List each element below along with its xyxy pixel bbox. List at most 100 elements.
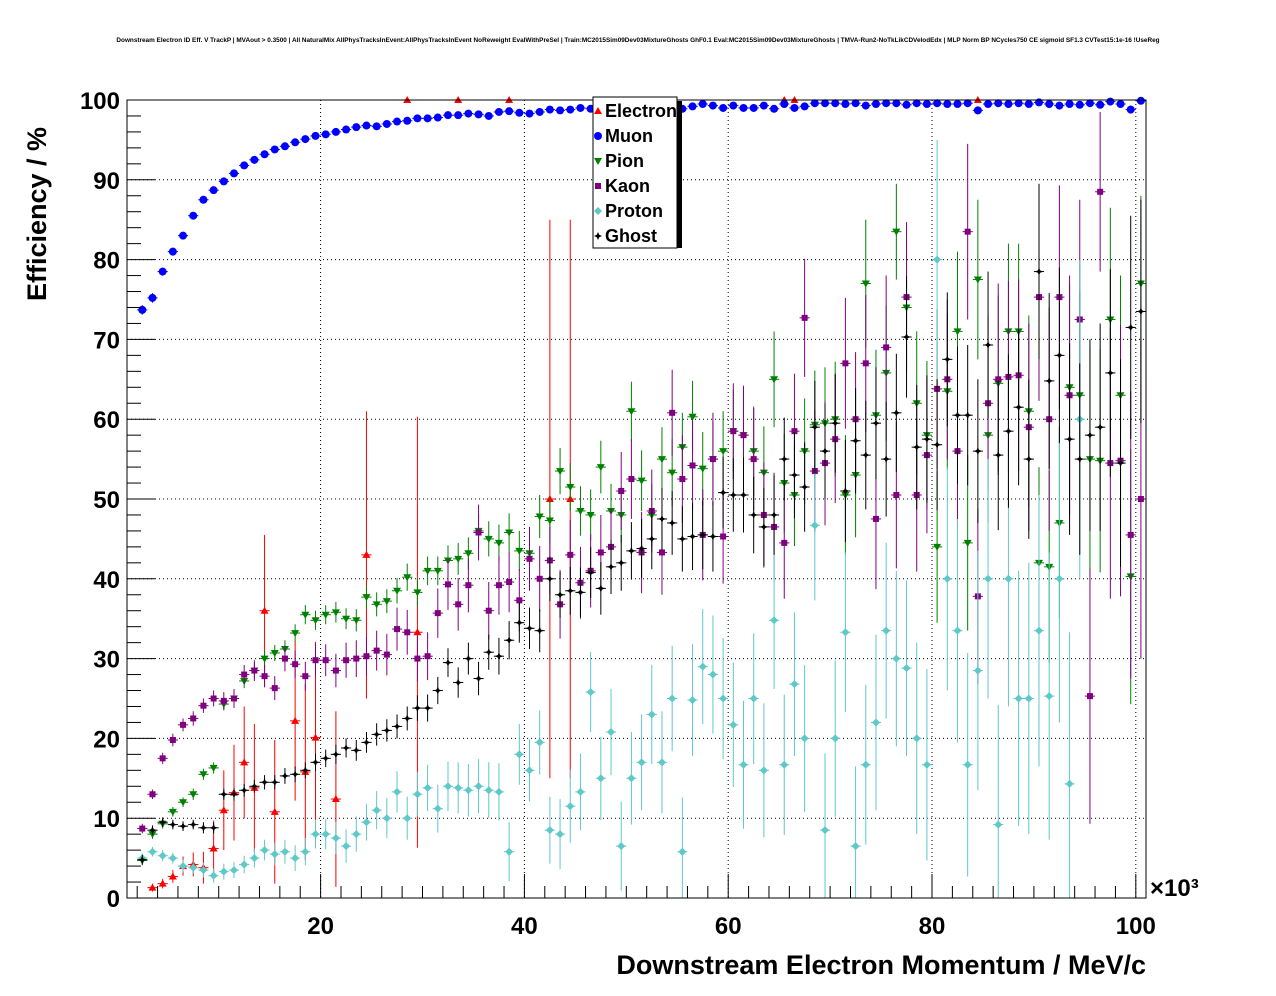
data-point-pion [585,489,596,541]
marker [851,842,860,851]
marker [199,195,208,204]
marker [1014,99,1023,108]
data-point-kaon [1084,568,1096,824]
marker [1075,100,1084,109]
data-point-ghost [1023,379,1034,539]
marker [749,510,758,519]
marker [413,589,422,597]
marker [189,791,198,799]
legend-label-electron: Electron [605,101,677,121]
data-point-muon [310,131,321,140]
marker [720,533,727,540]
data-point-proton [453,762,464,814]
marker [892,654,901,663]
marker [393,722,402,731]
marker [912,734,921,743]
marker [637,477,646,485]
data-point-proton [830,660,841,817]
data-point-kaon [504,551,515,613]
marker [484,648,493,657]
marker [973,106,982,115]
marker [179,799,188,807]
data-point-muon [157,267,168,276]
marker [332,667,339,674]
marker [1014,694,1023,703]
marker [841,487,850,496]
data-point-proton [595,736,606,820]
marker [301,611,310,619]
data-point-muon [371,122,382,131]
marker [861,280,870,288]
marker [556,830,565,839]
data-point-proton [911,642,922,835]
data-point-muon [911,99,922,108]
data-point-pion [626,381,637,441]
data-point-ghost [748,476,759,554]
data-point-ghost [300,762,311,779]
marker [270,850,279,859]
marker [1085,431,1094,440]
data-point-proton [993,704,1004,898]
data-point-pion [351,609,362,632]
marker [199,866,208,875]
marker [526,555,533,562]
marker [331,609,340,617]
data-point-muon [779,99,790,108]
data-point-ghost [402,706,413,731]
marker [1137,496,1144,502]
marker [780,760,789,769]
data-point-muon [1074,100,1085,109]
marker [617,842,626,851]
marker [353,655,360,662]
marker [516,597,523,604]
data-point-kaon [147,789,158,800]
marker [953,99,962,108]
data-point-pion [891,183,902,280]
data-point-proton [554,799,566,870]
data-point-proton [758,703,769,838]
data-point-muon [921,99,933,108]
marker [1024,694,1033,703]
marker [515,750,524,759]
data-point-proton [707,615,719,734]
data-point-proton [881,542,892,719]
marker [576,507,585,515]
marker [149,791,156,798]
data-point-muon [453,111,464,120]
data-point-ghost [514,602,525,643]
data-point-pion [554,447,566,495]
data-point-kaon [453,578,464,631]
marker [953,626,962,635]
marker [627,774,636,783]
marker [302,673,309,680]
data-point-ghost [921,375,933,503]
marker [414,655,421,662]
marker [321,130,330,139]
legend-label-pion: Pion [605,151,644,171]
marker [922,435,931,444]
data-point-muon [830,99,841,108]
marker [657,456,666,464]
data-point-proton [188,861,199,875]
data-point-kaon [361,637,372,676]
data-point-kaon [626,439,637,519]
marker [179,231,188,240]
series-proton [137,139,1085,898]
data-point-proton [228,862,240,879]
data-point-muon [982,99,994,108]
marker [576,787,585,796]
data-point-pion [320,605,331,625]
marker [515,547,524,555]
data-point-muon [850,99,861,108]
marker [382,814,391,823]
marker [291,770,300,779]
marker [484,535,493,543]
legend-label-ghost: Ghost [605,226,657,246]
data-point-pion [565,463,576,511]
marker [169,736,176,743]
marker [566,484,575,492]
legend-marker-proton [594,207,602,215]
marker [1106,97,1115,106]
data-point-pion [300,605,311,625]
marker [393,587,402,595]
